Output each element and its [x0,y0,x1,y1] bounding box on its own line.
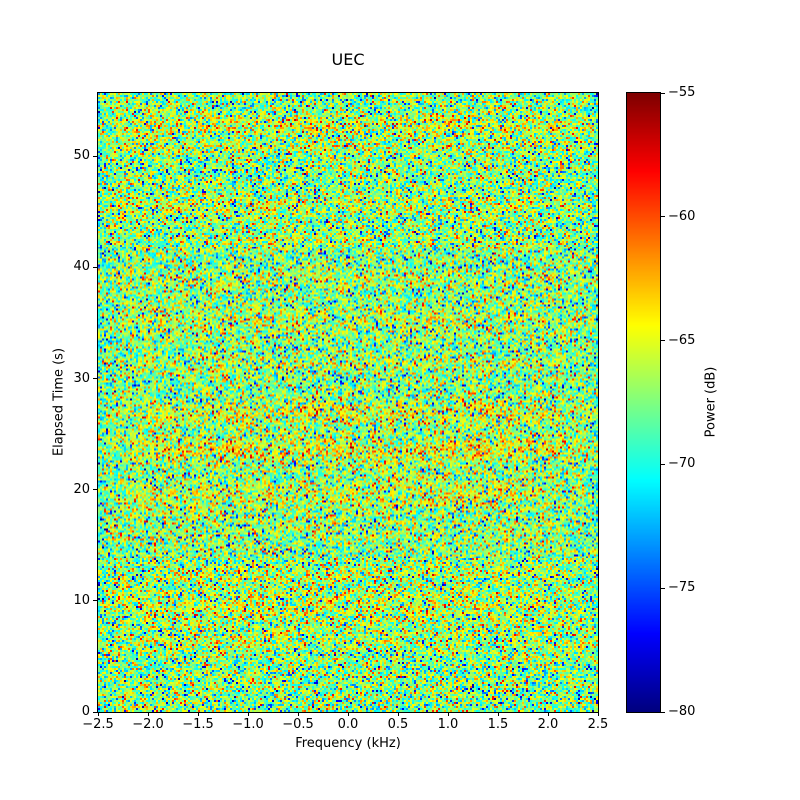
plot-title: UEC [331,50,365,70]
colorbar-tick-label: −75 [668,580,696,596]
x-tick-mark [97,712,99,716]
colorbar-tick-mark [661,340,665,342]
y-tick-mark [93,378,97,380]
y-tick-mark [93,711,97,713]
x-tick-mark [197,712,199,716]
x-tick-mark [247,712,249,716]
y-tick-mark [93,155,97,157]
y-tick-label: 20 [73,481,90,497]
x-tick-label: 1.5 [487,717,509,732]
x-tick-label: −0.5 [282,717,314,732]
colorbar-tick-label: −70 [668,456,696,472]
y-tick-label: 30 [73,370,90,386]
x-tick-label: −2.5 [82,717,114,732]
colorbar-gradient [627,93,660,712]
x-tick-label: 1.0 [437,717,459,732]
colorbar-label: Power (dB) [703,366,719,438]
colorbar-tick-mark [661,463,665,465]
colorbar-tick-mark [661,92,665,94]
colorbar-tick-label: −80 [668,704,696,719]
x-tick-label: −1.0 [232,717,264,732]
x-tick-mark [347,712,349,716]
x-tick-mark [497,712,499,716]
x-tick-label: 2.0 [537,717,559,732]
y-tick-label: 10 [73,592,90,608]
y-tick-label: 40 [73,259,90,275]
y-tick-label: 50 [73,148,90,164]
x-tick-mark [597,712,599,716]
x-tick-mark [297,712,299,716]
colorbar-tick-mark [661,587,665,589]
y-tick-mark [93,489,97,491]
x-tick-label: −2.0 [132,717,164,732]
colorbar-tick-mark [661,711,665,713]
x-tick-mark [397,712,399,716]
x-axis-label: Frequency (kHz) [295,736,401,751]
x-tick-mark [547,712,549,716]
x-tick-label: 0.5 [387,717,409,732]
x-tick-mark [447,712,449,716]
colorbar-tick-label: −60 [668,208,696,224]
spectrogram-heatmap [98,93,598,712]
x-tick-mark [147,712,149,716]
y-tick-label: 0 [81,704,90,719]
colorbar-tick-label: −55 [668,85,696,100]
y-axis-label: Elapsed Time (s) [51,347,67,457]
x-tick-label: 2.5 [587,717,609,732]
colorbar-tick-label: −65 [668,332,696,348]
x-tick-label: −1.5 [182,717,214,732]
y-tick-mark [93,266,97,268]
x-tick-label: 0.0 [337,717,359,732]
colorbar-tick-mark [661,216,665,218]
y-tick-mark [93,600,97,602]
